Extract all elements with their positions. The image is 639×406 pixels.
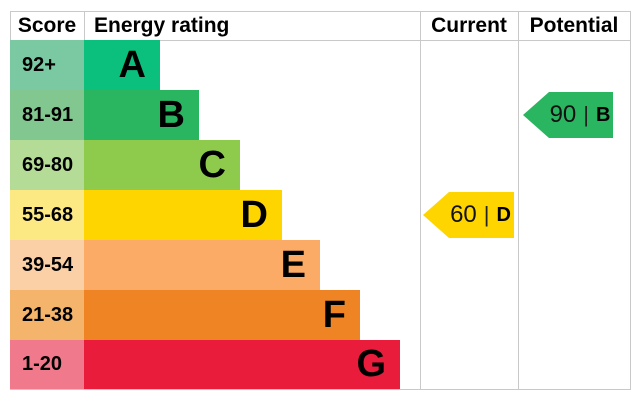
table-right-border xyxy=(630,11,631,390)
rating-bar: E xyxy=(84,240,320,290)
rating-bar: G xyxy=(84,340,400,389)
score-cell: 39-54 xyxy=(10,240,84,290)
potential-column-divider xyxy=(518,11,519,390)
potential-header: Potential xyxy=(529,13,619,37)
current-header: Current xyxy=(431,13,507,37)
rating-bar: A xyxy=(84,40,160,90)
score-header: Score xyxy=(17,13,77,37)
rating-bar: D xyxy=(84,190,282,240)
table-left-border xyxy=(10,11,11,40)
header-bottom-border xyxy=(10,40,631,41)
score-cell: 55-68 xyxy=(10,190,84,240)
rating-bar: F xyxy=(84,290,360,340)
rating-bar: C xyxy=(84,140,240,190)
score-cell: 21-38 xyxy=(10,290,84,340)
score-cell: 69-80 xyxy=(10,140,84,190)
potential-rating-value: 90 xyxy=(549,101,577,128)
current-column-divider xyxy=(420,11,421,390)
potential-rating-band: B xyxy=(595,103,611,126)
current-rating-separator: | xyxy=(483,202,490,227)
current-rating-arrow: 60 | D xyxy=(423,192,514,238)
table-bottom-border xyxy=(10,389,631,390)
score-cell: 1-20 xyxy=(10,340,84,389)
table-top-border xyxy=(10,11,631,12)
score-cell: 81-91 xyxy=(10,90,84,140)
current-rating-band: D xyxy=(496,203,511,226)
score-cell: 92+ xyxy=(10,40,84,90)
potential-rating-separator: | xyxy=(583,102,589,127)
score-column-divider xyxy=(84,11,85,40)
energy-rating-header: Energy rating xyxy=(94,13,230,37)
current-rating-value: 60 xyxy=(450,201,477,228)
potential-rating-arrow: 90 | B xyxy=(523,92,613,138)
rating-bar: B xyxy=(84,90,199,140)
